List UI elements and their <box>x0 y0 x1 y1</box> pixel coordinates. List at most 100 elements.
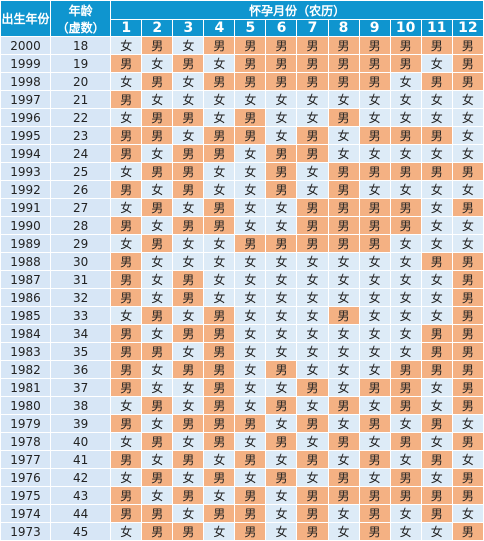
gender-cell: 女 <box>110 306 143 325</box>
gender-cell: 女 <box>265 378 298 397</box>
gender-cell: 女 <box>203 180 236 199</box>
gender-cell: 女 <box>265 504 298 523</box>
gender-cell: 女 <box>203 270 236 289</box>
gender-cell: 女 <box>389 450 422 469</box>
gender-cell: 女 <box>327 324 360 343</box>
gender-cell: 男 <box>203 198 236 217</box>
gender-cell: 女 <box>358 396 391 415</box>
gender-cell: 男 <box>203 342 236 361</box>
gender-cell: 男 <box>203 126 236 145</box>
birth-year-cell: 1975 <box>0 486 52 505</box>
gender-cell: 女 <box>110 468 143 487</box>
gender-cell: 男 <box>172 54 205 73</box>
gender-cell: 女 <box>358 468 391 487</box>
gender-cell: 女 <box>420 144 453 163</box>
birth-year-cell: 1986 <box>0 288 52 307</box>
gender-cell: 女 <box>172 396 205 415</box>
gender-cell: 男 <box>389 36 422 55</box>
age-cell: 27 <box>50 198 112 217</box>
gender-cell: 女 <box>327 126 360 145</box>
gender-cell: 女 <box>420 306 453 325</box>
gender-cell: 男 <box>234 504 267 523</box>
birth-year-cell: 1999 <box>0 54 52 73</box>
gender-cell: 女 <box>110 396 143 415</box>
birth-year-cell: 1984 <box>0 324 52 343</box>
table-row: 2000 18 女男女男男男男男男男男男 <box>0 36 484 55</box>
table-row: 1993 25 女男男女女男女男男男男男 <box>0 162 484 181</box>
gender-cell: 男 <box>296 36 329 55</box>
gender-cell: 女 <box>172 504 205 523</box>
gender-cell: 女 <box>358 432 391 451</box>
gender-cell: 女 <box>203 252 236 271</box>
gender-cell: 男 <box>327 396 360 415</box>
gender-cell: 男 <box>110 324 143 343</box>
gender-cell: 女 <box>389 324 422 343</box>
gender-cell: 女 <box>141 288 174 307</box>
month-header-4: 4 <box>203 19 236 37</box>
gender-cell: 男 <box>451 162 484 181</box>
gender-cell: 女 <box>327 144 360 163</box>
gender-cell: 女 <box>296 252 329 271</box>
gender-cell: 女 <box>327 522 360 541</box>
gender-cell: 男 <box>296 198 329 217</box>
gender-cell: 女 <box>451 180 484 199</box>
gender-cell: 男 <box>420 504 453 523</box>
age-cell: 28 <box>50 216 112 235</box>
gender-cell: 男 <box>420 342 453 361</box>
gender-cell: 男 <box>265 162 298 181</box>
gender-cell: 男 <box>172 216 205 235</box>
gender-cell: 男 <box>358 450 391 469</box>
gender-cell: 男 <box>141 468 174 487</box>
gender-cell: 女 <box>296 162 329 181</box>
gender-cell: 男 <box>451 522 484 541</box>
birth-year-cell: 1982 <box>0 360 52 379</box>
gender-cell: 男 <box>110 414 143 433</box>
gender-cell: 女 <box>172 72 205 91</box>
gender-cell: 女 <box>203 522 236 541</box>
gender-cell: 女 <box>420 108 453 127</box>
gender-cell: 女 <box>358 144 391 163</box>
age-cell: 45 <box>50 522 112 541</box>
gender-cell: 男 <box>420 414 453 433</box>
gender-cell: 男 <box>358 36 391 55</box>
gender-cell: 女 <box>141 414 174 433</box>
gender-cell: 女 <box>141 90 174 109</box>
gender-cell: 女 <box>420 522 453 541</box>
gender-cell: 男 <box>172 450 205 469</box>
gender-cell: 女 <box>389 72 422 91</box>
age-cell: 31 <box>50 270 112 289</box>
gender-cell: 男 <box>389 396 422 415</box>
gender-cell: 女 <box>389 414 422 433</box>
table-row: 1977 41 男女男女男女男女男女男女 <box>0 450 484 469</box>
gender-cell: 女 <box>451 90 484 109</box>
gender-cell: 男 <box>141 108 174 127</box>
gender-cell: 男 <box>203 396 236 415</box>
gender-cell: 男 <box>296 72 329 91</box>
age-cell: 23 <box>50 126 112 145</box>
gender-cell: 男 <box>265 180 298 199</box>
table-row: 1973 45 女男男女男女男女男女女男 <box>0 522 484 541</box>
gender-cell: 女 <box>110 198 143 217</box>
gender-cell: 男 <box>203 378 236 397</box>
gender-cell: 女 <box>234 288 267 307</box>
gender-cell: 女 <box>234 396 267 415</box>
age-cell: 39 <box>50 414 112 433</box>
gender-cell: 女 <box>203 288 236 307</box>
table-row: 1975 43 男女男女男女男男男男男男 <box>0 486 484 505</box>
age-cell: 32 <box>50 288 112 307</box>
birth-year-cell: 1976 <box>0 468 52 487</box>
gender-cell: 男 <box>327 432 360 451</box>
gender-cell: 女 <box>234 270 267 289</box>
gender-cell: 女 <box>234 306 267 325</box>
gender-cell: 男 <box>327 306 360 325</box>
gender-cell: 男 <box>110 486 143 505</box>
pregnancy-month-header: 怀孕月份（农历） <box>110 0 484 20</box>
table-row: 1983 35 男男女男女女女女女女男男 <box>0 342 484 361</box>
gender-cell: 女 <box>172 468 205 487</box>
gender-cell: 男 <box>451 486 484 505</box>
gender-cell: 女 <box>327 414 360 433</box>
gender-cell: 女 <box>203 486 236 505</box>
gender-cell: 男 <box>110 54 143 73</box>
age-cell: 30 <box>50 252 112 271</box>
gender-cell: 女 <box>451 144 484 163</box>
